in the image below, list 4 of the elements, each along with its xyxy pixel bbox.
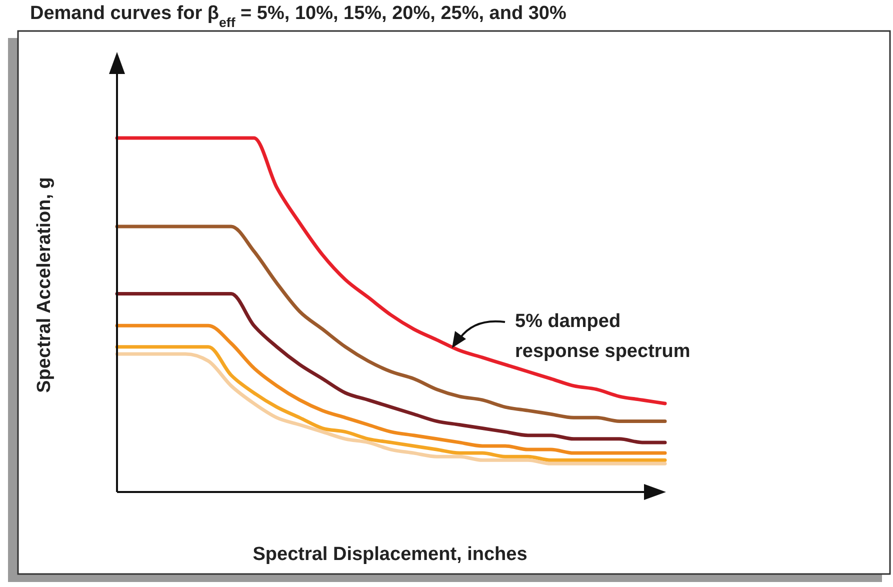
chart-title: Demand curves for β$_{eff}$ = 5%, 10%, 15%, 20%, 25%, and 30% [30,3,566,30]
y-axis-title: Spectral Acceleration, g [34,177,55,393]
annotation: 5% damped response spectrum [515,311,690,362]
x-axis-title: Spectral Displacement, inches [252,544,528,565]
